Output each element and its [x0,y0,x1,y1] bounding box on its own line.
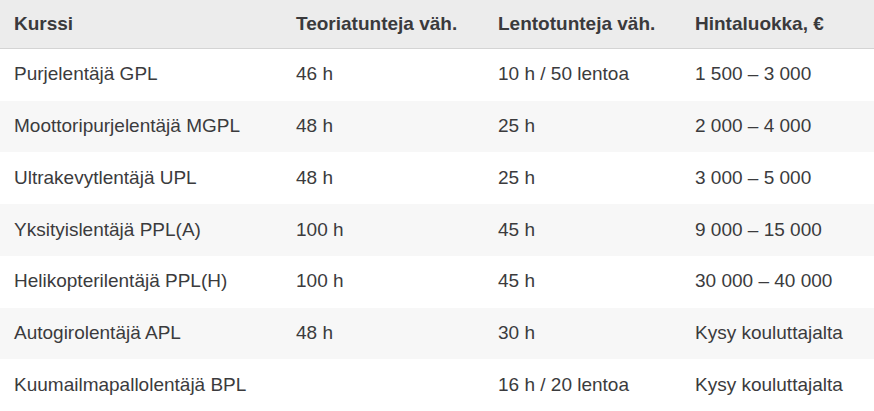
cell-course: Kuumailmapallolentäjä BPL [0,374,282,397]
column-header-flight-hours: Lentotunteja väh. [484,13,681,36]
table-row: Purjelentäjä GPL 46 h 10 h / 50 lentoa 1… [0,49,874,101]
cell-price-range: Kysy kouluttajalta [681,322,874,345]
cell-theory-hours: 48 h [282,167,484,190]
cell-flight-hours: 45 h [484,219,681,242]
cell-course: Autogirolentäjä APL [0,322,282,345]
cell-course: Moottoripurjelentäjä MGPL [0,115,282,138]
cell-price-range: 1 500 – 3 000 [681,63,874,86]
cell-flight-hours: 45 h [484,270,681,293]
cell-price-range: Kysy kouluttajalta [681,374,874,397]
table-row: Moottoripurjelentäjä MGPL 48 h 25 h 2 00… [0,101,874,153]
cell-course: Ultrakevytlentäjä UPL [0,167,282,190]
cell-flight-hours: 25 h [484,115,681,138]
cell-theory-hours: 48 h [282,115,484,138]
cell-theory-hours: 100 h [282,270,484,293]
column-header-price-range: Hintaluokka, € [681,13,874,36]
cell-flight-hours: 16 h / 20 lentoa [484,374,681,397]
column-header-theory-hours: Teoriatunteja väh. [282,13,484,36]
table-row: Ultrakevytlentäjä UPL 48 h 25 h 3 000 – … [0,152,874,204]
table-row: Autogirolentäjä APL 48 h 30 h Kysy koulu… [0,308,874,360]
table-row: Helikopterilentäjä PPL(H) 100 h 45 h 30 … [0,256,874,308]
cell-course: Helikopterilentäjä PPL(H) [0,270,282,293]
cell-flight-hours: 10 h / 50 lentoa [484,63,681,86]
cell-flight-hours: 25 h [484,167,681,190]
column-header-course: Kurssi [0,13,282,36]
cell-flight-hours: 30 h [484,322,681,345]
cell-theory-hours: 100 h [282,219,484,242]
course-price-table: Kurssi Teoriatunteja väh. Lentotunteja v… [0,0,874,411]
table-row: Yksityislentäjä PPL(A) 100 h 45 h 9 000 … [0,204,874,256]
cell-course: Purjelentäjä GPL [0,63,282,86]
cell-price-range: 3 000 – 5 000 [681,167,874,190]
table-header-row: Kurssi Teoriatunteja väh. Lentotunteja v… [0,0,874,49]
cell-price-range: 2 000 – 4 000 [681,115,874,138]
cell-theory-hours: 46 h [282,63,484,86]
table-row: Kuumailmapallolentäjä BPL 16 h / 20 lent… [0,359,874,411]
cell-price-range: 30 000 – 40 000 [681,270,874,293]
cell-price-range: 9 000 – 15 000 [681,219,874,242]
cell-theory-hours: 48 h [282,322,484,345]
cell-course: Yksityislentäjä PPL(A) [0,219,282,242]
